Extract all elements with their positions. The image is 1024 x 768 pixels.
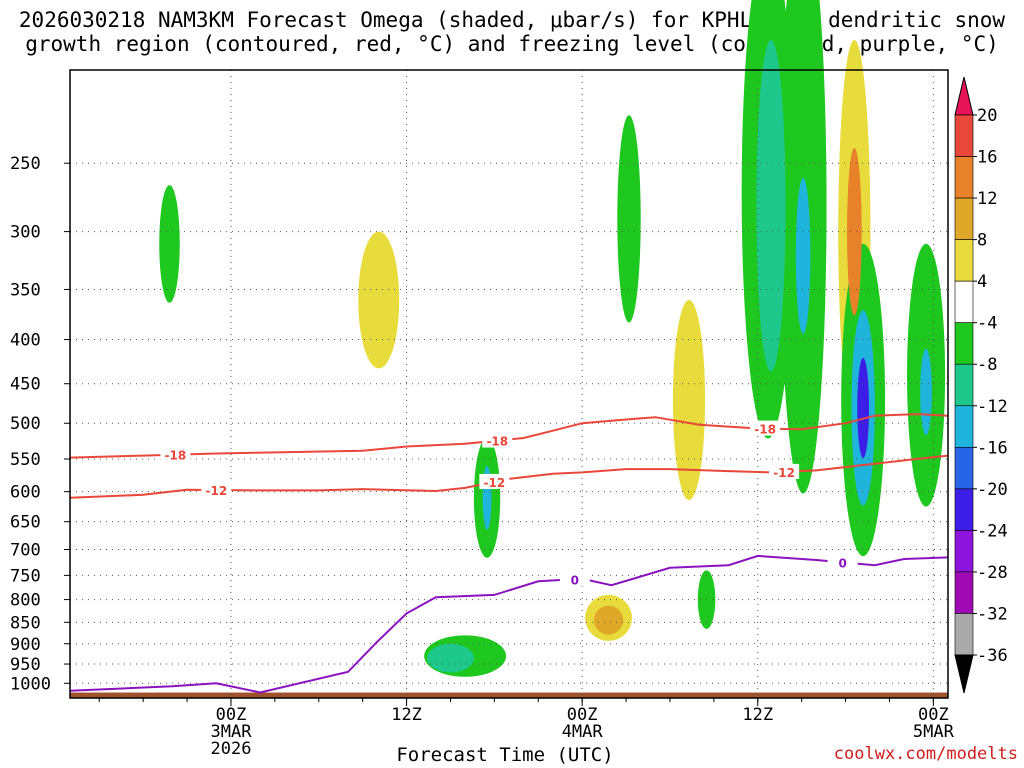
colorbar-box-0 xyxy=(954,114,974,157)
colorbar-box-7 xyxy=(954,405,974,448)
colorbar-label-11: -28 xyxy=(977,563,1008,583)
colorbar-box-4 xyxy=(954,280,974,323)
omega-region-20 xyxy=(920,348,932,436)
colorbar-box-3 xyxy=(954,239,974,282)
colorbar-top-arrow xyxy=(954,76,974,116)
colorbar-label-10: -24 xyxy=(977,521,1008,541)
x-tick-label-2-0: 00Z xyxy=(567,705,598,725)
omega-region-1 xyxy=(358,231,400,369)
credit-link[interactable]: coolwx.com/modelts xyxy=(833,744,1018,764)
contour-label-bg xyxy=(559,571,590,587)
contour-label-bg xyxy=(769,463,800,479)
contour-freezing_level_0C xyxy=(69,554,949,694)
contour-dgz_-12C xyxy=(69,454,949,499)
colorbar-label-4: 4 xyxy=(977,272,987,292)
contour-label-bg xyxy=(201,482,232,498)
x-tick-label-0-0: 00Z xyxy=(216,705,247,725)
omega-region-3 xyxy=(672,300,706,501)
y-tick-label-350: 350 xyxy=(10,280,41,300)
colorbar-label-3: 8 xyxy=(977,231,987,251)
contour-label-freezing_level_0C-0: 0 xyxy=(571,573,579,587)
colorbar-box-12 xyxy=(954,613,974,656)
colorbar-label-5: -4 xyxy=(977,314,997,334)
omega-region-16 xyxy=(847,147,862,316)
contour-label-dgz_-18C-2: -18 xyxy=(754,423,776,437)
contour-dgz_-18C xyxy=(69,413,949,459)
colorbar-box-2 xyxy=(954,197,974,240)
omega-region-21 xyxy=(857,357,869,459)
colorbar-box-6 xyxy=(954,363,974,407)
y-tick-label-500: 500 xyxy=(10,414,41,434)
ground-strip xyxy=(70,692,948,698)
chart-title-line1: 2026030218 NAM3KM Forecast Omega (shaded… xyxy=(18,8,1006,32)
colorbar-box-11 xyxy=(954,571,974,614)
y-tick-label-250: 250 xyxy=(10,154,41,174)
omega-region-6 xyxy=(617,115,641,323)
y-tick-label-700: 700 xyxy=(10,540,41,560)
colorbar-label-12: -32 xyxy=(977,604,1008,624)
y-tick-label-750: 750 xyxy=(10,566,41,586)
y-tick-label-400: 400 xyxy=(10,331,41,351)
colorbar-label-9: -20 xyxy=(977,480,1008,500)
colorbar-label-7: -12 xyxy=(977,397,1008,417)
x-tick-label-0-2: 2026 xyxy=(210,739,251,759)
x-tick-label-1-0: 12Z xyxy=(391,705,422,725)
contour-label-dgz_-12C-1: -12 xyxy=(484,476,506,490)
colorbar-label-8: -16 xyxy=(977,438,1008,458)
x-tick-label-4-1: 5MAR xyxy=(913,722,955,742)
contour-label-dgz_-18C-1: -18 xyxy=(486,435,508,449)
y-tick-label-550: 550 xyxy=(10,450,41,470)
colorbar-label-2: 12 xyxy=(977,189,997,209)
colorbar-label-0: 20 xyxy=(977,106,997,126)
x-tick-label-2-1: 4MAR xyxy=(562,722,604,742)
colorbar-box-10 xyxy=(954,530,974,573)
omega-region-4 xyxy=(159,185,180,303)
contour-label-freezing_level_0C-1: 0 xyxy=(838,556,846,570)
omega-region-14 xyxy=(756,39,786,372)
y-tick-label-450: 450 xyxy=(10,375,41,395)
contour-label-bg xyxy=(482,432,513,448)
colorbar-box-1 xyxy=(954,156,974,199)
colorbar-box-5 xyxy=(954,322,974,365)
contour-label-dgz_-12C-2: -12 xyxy=(773,466,795,480)
y-tick-label-950: 950 xyxy=(10,655,41,675)
colorbar-label-6: -8 xyxy=(977,355,997,375)
x-tick-label-3-0: 12Z xyxy=(742,705,773,725)
x-axis-label: Forecast Time (UTC) xyxy=(396,744,614,766)
omega-region-18 xyxy=(795,177,811,334)
colorbar-box-8 xyxy=(954,447,974,490)
y-tick-label-850: 850 xyxy=(10,613,41,633)
colorbar-bottom-arrow xyxy=(954,654,974,694)
y-tick-label-800: 800 xyxy=(10,591,41,611)
y-tick-label-1000: 1000 xyxy=(10,674,51,694)
contour-label-bg xyxy=(750,420,781,436)
x-tick-label-0-1: 3MAR xyxy=(210,722,252,742)
contour-label-bg xyxy=(827,554,858,570)
colorbar-box-9 xyxy=(954,488,974,531)
colorbar-label-1: 16 xyxy=(977,148,997,168)
plot-frame xyxy=(69,69,949,699)
chart-title-line2: growth region (contoured, red, °C) and f… xyxy=(25,32,999,56)
x-tick-label-4-0: 00Z xyxy=(918,705,949,725)
omega-region-13 xyxy=(593,605,624,635)
colorbar-label-13: -36 xyxy=(977,646,1008,666)
y-tick-label-300: 300 xyxy=(10,223,41,243)
y-tick-label-600: 600 xyxy=(10,483,41,503)
contour-label-dgz_-18C-0: -18 xyxy=(165,449,187,463)
contour-label-dgz_-12C-0: -12 xyxy=(205,484,227,498)
omega-region-15 xyxy=(427,643,474,673)
y-tick-label-900: 900 xyxy=(10,635,41,655)
contour-label-bg xyxy=(160,446,191,462)
contour-label-bg xyxy=(479,473,510,489)
y-tick-label-650: 650 xyxy=(10,513,41,533)
